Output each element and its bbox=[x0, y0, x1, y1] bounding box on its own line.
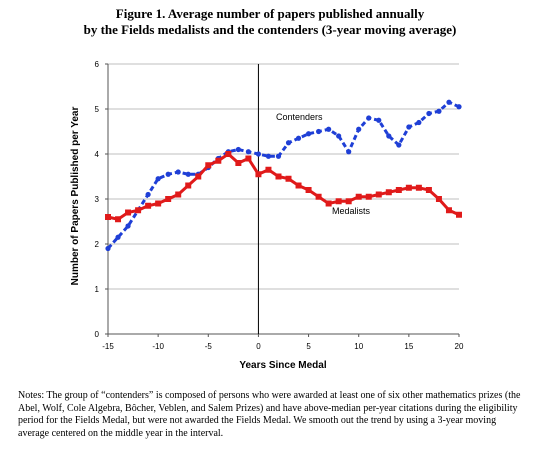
data-point-medalists bbox=[375, 191, 382, 198]
data-point-medalists bbox=[325, 200, 332, 207]
y-tick-label: 5 bbox=[95, 105, 100, 114]
y-tick-label: 6 bbox=[95, 60, 100, 69]
data-point-contenders bbox=[316, 128, 322, 135]
data-point-contenders bbox=[105, 245, 111, 252]
data-point-contenders bbox=[446, 99, 452, 105]
data-point-contenders bbox=[376, 117, 382, 123]
data-point-medalists bbox=[355, 193, 362, 200]
data-point-contenders bbox=[155, 176, 161, 182]
data-point-contenders bbox=[416, 119, 422, 126]
data-point-contenders bbox=[255, 151, 262, 157]
data-point-contenders bbox=[396, 142, 402, 148]
data-point-medalists bbox=[175, 191, 182, 198]
data-point-medalists bbox=[195, 173, 202, 180]
y-tick-label: 0 bbox=[95, 330, 100, 339]
data-point-medalists bbox=[185, 182, 192, 189]
data-point-medalists bbox=[365, 193, 372, 200]
data-point-contenders bbox=[326, 126, 332, 132]
axes bbox=[105, 63, 460, 337]
data-point-medalists bbox=[295, 182, 302, 189]
x-tick-labels: -15 -10 -5 0 5 10 15 20 bbox=[102, 342, 464, 351]
data-point-contenders bbox=[265, 153, 272, 159]
data-point-contenders bbox=[436, 108, 442, 114]
data-point-medalists bbox=[315, 193, 322, 200]
data-point-contenders bbox=[145, 191, 151, 198]
x-tick-label: 10 bbox=[354, 342, 363, 351]
data-point-medalists bbox=[445, 207, 452, 214]
data-point-medalists bbox=[245, 155, 252, 162]
data-point-medalists bbox=[285, 175, 292, 182]
x-tick-label: 5 bbox=[306, 342, 311, 351]
data-point-medalists bbox=[405, 184, 412, 191]
data-point-medalists bbox=[435, 196, 442, 202]
data-point-contenders bbox=[346, 149, 352, 155]
data-point-contenders bbox=[336, 133, 342, 139]
figure-title: Figure 1. Average number of papers publi… bbox=[0, 6, 540, 38]
data-point-medalists bbox=[425, 187, 432, 193]
x-tick-label: 20 bbox=[455, 342, 464, 351]
x-tick-label: -5 bbox=[205, 342, 213, 351]
data-point-medalists bbox=[265, 166, 272, 173]
data-point-medalists bbox=[395, 187, 402, 193]
data-point-contenders bbox=[275, 153, 282, 159]
data-point-medalists bbox=[165, 196, 172, 202]
y-tick-labels: 0 1 2 3 4 5 6 bbox=[95, 60, 100, 339]
data-point-contenders bbox=[185, 171, 191, 177]
y-tick-label: 3 bbox=[95, 195, 100, 204]
data-point-contenders bbox=[235, 146, 241, 153]
data-point-medalists bbox=[135, 207, 142, 214]
data-point-medalists bbox=[385, 189, 392, 196]
y-tick-label: 2 bbox=[95, 240, 100, 249]
figure-title-line1: Figure 1. Average number of papers publi… bbox=[115, 6, 425, 21]
y-axis-title: Number of Papers Published per Year bbox=[70, 107, 81, 286]
data-point-medalists bbox=[345, 198, 352, 205]
data-point-medalists bbox=[335, 198, 342, 205]
y-tick-label: 1 bbox=[95, 285, 100, 294]
data-point-contenders bbox=[366, 115, 372, 121]
data-point-medalists bbox=[305, 187, 312, 193]
data-point-contenders bbox=[386, 133, 392, 139]
x-tick-label: 0 bbox=[256, 342, 261, 351]
y-tick-label: 4 bbox=[95, 150, 100, 159]
line-chart: -15 -10 -5 0 5 10 15 20 0 1 2 3 4 5 6 Years Since Med… bbox=[70, 60, 464, 371]
data-point-contenders bbox=[245, 149, 251, 155]
data-point-medalists bbox=[225, 151, 232, 157]
data-point-contenders bbox=[175, 169, 181, 175]
x-tick-label: 15 bbox=[404, 342, 413, 351]
data-point-contenders bbox=[285, 140, 292, 146]
data-series bbox=[105, 99, 462, 252]
data-point-medalists bbox=[145, 202, 152, 209]
data-point-medalists bbox=[275, 173, 282, 180]
data-point-medalists bbox=[205, 162, 212, 169]
data-point-contenders bbox=[456, 104, 462, 110]
data-point-contenders bbox=[356, 126, 362, 132]
figure-notes: Notes: The group of “contenders” is comp… bbox=[18, 390, 521, 439]
data-point-medalists bbox=[155, 200, 162, 207]
data-point-medalists bbox=[105, 214, 111, 220]
data-point-contenders bbox=[426, 110, 432, 117]
data-point-contenders bbox=[125, 223, 131, 229]
data-point-contenders bbox=[165, 171, 171, 177]
x-tick-label: -10 bbox=[152, 342, 164, 351]
data-point-medalists bbox=[235, 160, 242, 166]
data-point-medalists bbox=[456, 211, 462, 218]
data-point-contenders bbox=[406, 124, 412, 130]
x-tick-label: -15 bbox=[102, 342, 114, 351]
data-point-medalists bbox=[115, 216, 122, 223]
data-point-medalists bbox=[255, 171, 262, 178]
data-point-contenders bbox=[295, 135, 302, 141]
series-label-medalists: Medalists bbox=[332, 206, 371, 216]
data-point-medalists bbox=[215, 157, 222, 164]
data-point-contenders bbox=[115, 234, 121, 240]
series-line-contenders bbox=[106, 100, 460, 250]
data-point-medalists bbox=[125, 209, 132, 216]
data-point-contenders bbox=[305, 131, 312, 137]
figure-title-line2: by the Fields medalists and the contende… bbox=[83, 22, 457, 37]
x-axis-title: Years Since Medal bbox=[239, 360, 326, 371]
series-label-contenders: Contenders bbox=[276, 112, 323, 122]
data-point-medalists bbox=[415, 184, 422, 191]
